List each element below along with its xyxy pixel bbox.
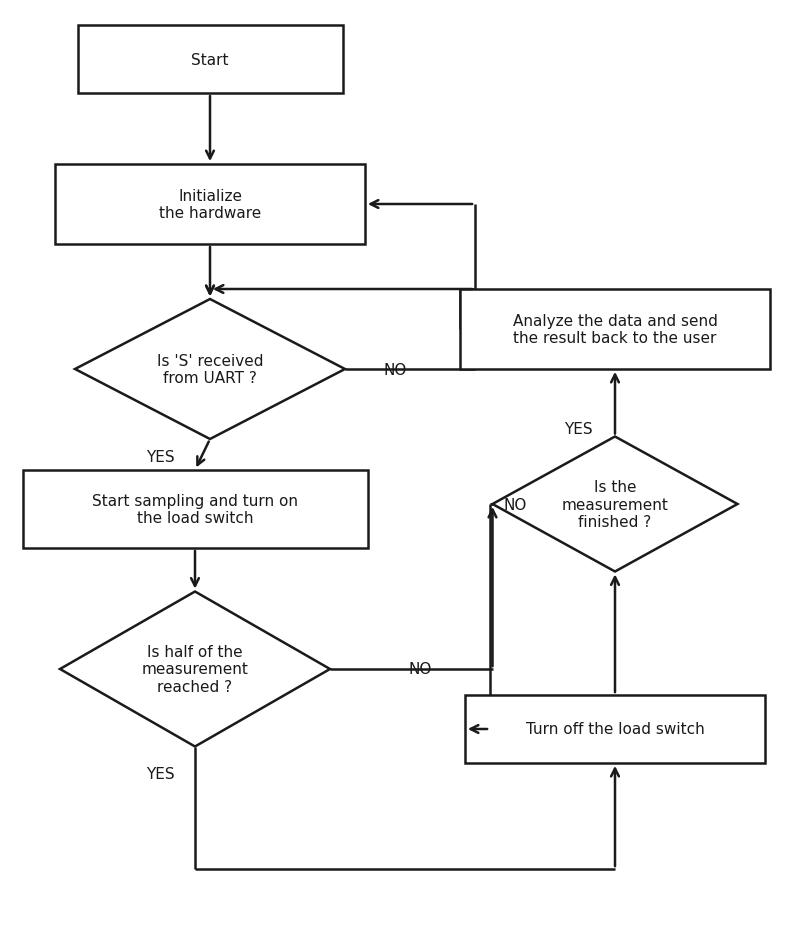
Text: NO: NO bbox=[408, 662, 432, 677]
Text: Is half of the
measurement
reached ?: Is half of the measurement reached ? bbox=[142, 644, 249, 694]
Text: YES: YES bbox=[146, 767, 174, 781]
Text: NO: NO bbox=[503, 497, 526, 512]
Text: YES: YES bbox=[146, 450, 174, 465]
Polygon shape bbox=[60, 592, 330, 747]
FancyBboxPatch shape bbox=[465, 695, 765, 763]
Polygon shape bbox=[75, 300, 345, 440]
Text: Initialize
the hardware: Initialize the hardware bbox=[159, 188, 261, 221]
Polygon shape bbox=[493, 437, 738, 572]
FancyBboxPatch shape bbox=[78, 26, 342, 94]
FancyBboxPatch shape bbox=[55, 165, 365, 245]
Text: Is the
measurement
finished ?: Is the measurement finished ? bbox=[562, 480, 669, 529]
Text: YES: YES bbox=[564, 422, 592, 437]
Text: Analyze the data and send
the result back to the user: Analyze the data and send the result bac… bbox=[513, 314, 718, 346]
FancyBboxPatch shape bbox=[22, 470, 367, 548]
FancyBboxPatch shape bbox=[460, 290, 770, 369]
Text: Start: Start bbox=[191, 53, 229, 68]
Text: Start sampling and turn on
the load switch: Start sampling and turn on the load swit… bbox=[92, 494, 298, 525]
Text: NO: NO bbox=[383, 362, 406, 377]
Text: Turn off the load switch: Turn off the load switch bbox=[526, 722, 704, 737]
Text: Is 'S' received
from UART ?: Is 'S' received from UART ? bbox=[157, 354, 263, 386]
